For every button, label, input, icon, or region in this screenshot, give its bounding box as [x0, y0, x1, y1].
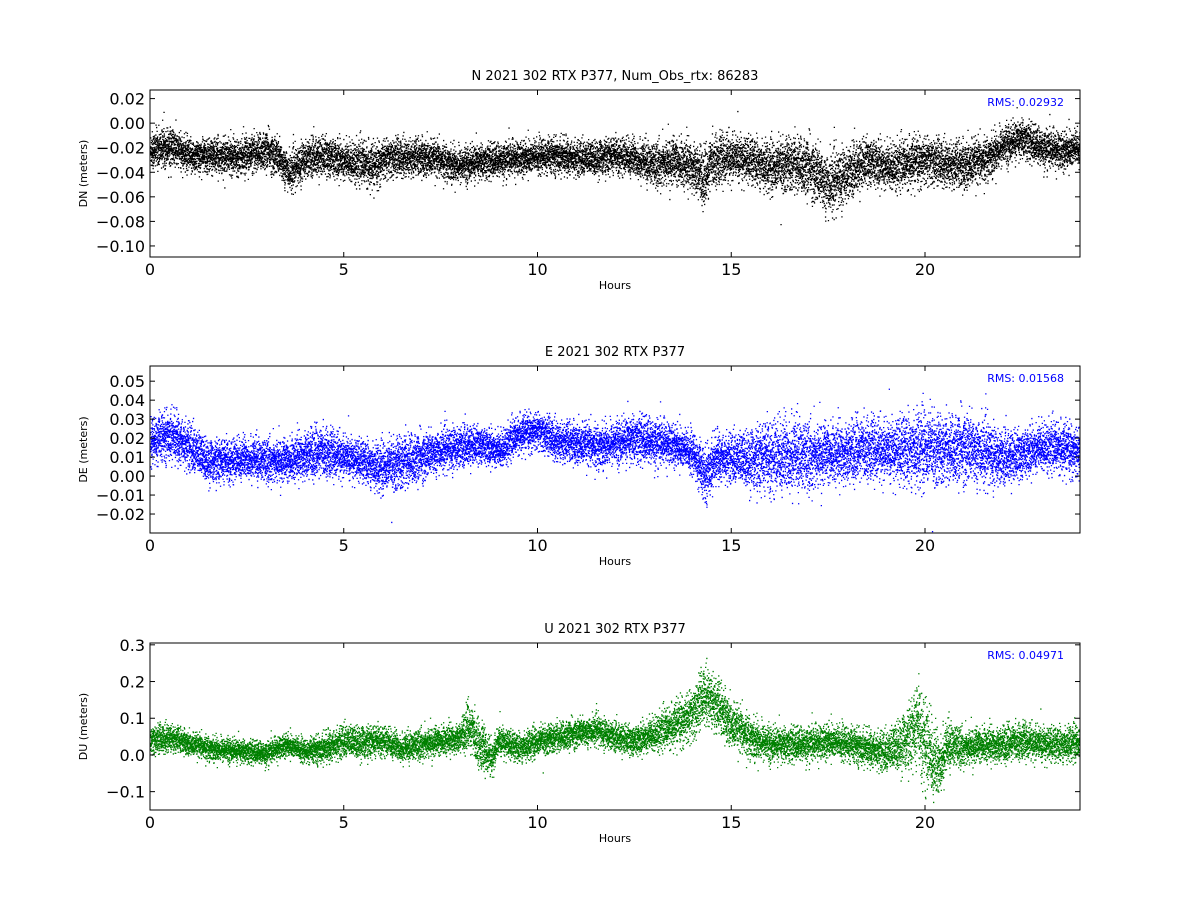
y-tick-label: −0.02: [96, 139, 145, 158]
panel-1: 0 5 10 15 20 −0.10 −0.08 −0.06 −0.04 −0.02 0.00 0.0…: [77, 69, 1081, 292]
series-markers: [150, 658, 1081, 803]
x-tick-label: 15: [721, 536, 741, 555]
y-tick-label: −0.02: [96, 505, 145, 524]
y-tick-label: 0.00: [109, 467, 145, 486]
x-tick-label: 20: [915, 536, 935, 555]
y-tick-label: 0.01: [109, 448, 145, 467]
y-tick-label: −0.04: [96, 163, 145, 182]
y-tick-label: 0.2: [120, 673, 145, 692]
y-tick-label: 0.05: [109, 372, 145, 391]
x-tick-label: 5: [339, 260, 349, 279]
y-tick-label: 0.0: [120, 746, 145, 765]
y-tick-label: −0.06: [96, 188, 145, 207]
series-markers: [150, 389, 1081, 533]
y-tick-label: 0.1: [120, 709, 145, 728]
x-tick-label: 10: [527, 813, 547, 832]
y-tick-label: 0.3: [120, 636, 145, 655]
y-tick-label: −0.01: [96, 486, 145, 505]
rms-annotation: RMS: 0.01568: [987, 372, 1064, 385]
rms-annotation: RMS: 0.04971: [987, 649, 1064, 662]
rms-annotation: RMS: 0.02932: [987, 96, 1064, 109]
y-axis-label: DE (meters): [77, 416, 90, 482]
x-tick-label: 15: [721, 813, 741, 832]
panel-title: N 2021 302 RTX P377, Num_Obs_rtx: 86283: [472, 69, 759, 84]
x-tick-label: 15: [721, 260, 741, 279]
y-tick-label: 0.04: [109, 391, 145, 410]
x-axis-label: Hours: [599, 279, 631, 292]
x-tick-label: 20: [915, 813, 935, 832]
panel-3: 0 5 10 15 20 −0.1 0.0 0.1 0.2 0.3 U 2021 302 RTX P…: [77, 622, 1081, 845]
y-tick-label: −0.10: [96, 237, 145, 256]
series-points: [150, 107, 1081, 225]
x-tick-label: 20: [915, 260, 935, 279]
x-axis-label: Hours: [599, 555, 631, 568]
x-tick-label: 0: [145, 536, 155, 555]
y-tick-label: 0.02: [109, 90, 145, 109]
x-tick-label: 5: [339, 536, 349, 555]
y-axis-label: DN (meters): [77, 140, 90, 208]
y-axis-label: DU (meters): [77, 693, 90, 760]
x-tick-label: 0: [145, 260, 155, 279]
x-tick-label: 10: [527, 536, 547, 555]
y-tick-label: −0.1: [106, 783, 145, 802]
y-tick-label: 0.00: [109, 114, 145, 133]
y-tick-label: 0.02: [109, 429, 145, 448]
series-points: [150, 389, 1081, 533]
panel-title: U 2021 302 RTX P377: [544, 622, 686, 637]
x-tick-label: 0: [145, 813, 155, 832]
panel-2: 0 5 10 15 20 −0.02−0.010.000.010.020.030.040.…: [77, 345, 1081, 568]
x-tick-label: 5: [339, 813, 349, 832]
x-axis-label: Hours: [599, 832, 631, 845]
y-tick-label: 0.03: [109, 410, 145, 429]
y-tick-label: −0.08: [96, 212, 145, 231]
series-markers: [150, 107, 1081, 225]
x-tick-label: 10: [527, 260, 547, 279]
panel-title: E 2021 302 RTX P377: [545, 345, 685, 360]
series-points: [150, 658, 1081, 803]
